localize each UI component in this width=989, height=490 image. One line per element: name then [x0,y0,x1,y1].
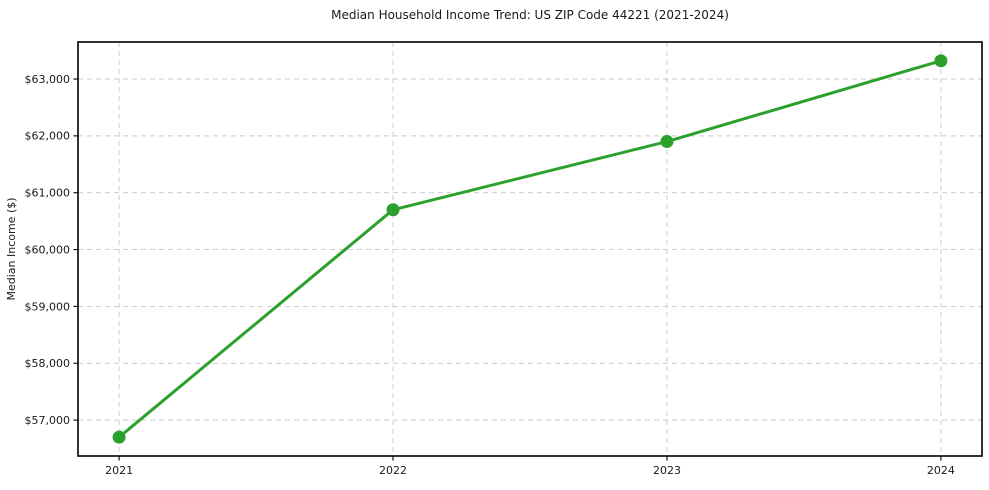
y-axis-label: Median Income ($) [5,197,18,300]
data-point-2021 [112,430,126,444]
plot-border [77,41,983,457]
y-tick-label: $63,000 [25,73,71,86]
y-tick-label: $57,000 [25,414,71,427]
trend-line [117,59,943,439]
y-tick-label: $60,000 [25,243,71,256]
chart-title: Median Household Income Trend: US ZIP Co… [331,8,729,22]
plot-area: $57,000 $58,000 $59,000 $60,000 $61,000 $62,0… [25,41,983,477]
y-tick-label: $58,000 [25,357,71,370]
x-tick-label: 2022 [379,464,407,477]
y-tick-label: $61,000 [25,187,71,200]
data-point-2022 [386,203,400,217]
data-point-2024 [934,54,948,68]
x-tick-label: 2021 [105,464,133,477]
x-tick-label: 2024 [927,464,955,477]
y-tick-label: $59,000 [25,300,71,313]
y-tick-label: $62,000 [25,130,71,143]
data-point-2023 [660,135,674,149]
x-tick-label: 2023 [653,464,681,477]
